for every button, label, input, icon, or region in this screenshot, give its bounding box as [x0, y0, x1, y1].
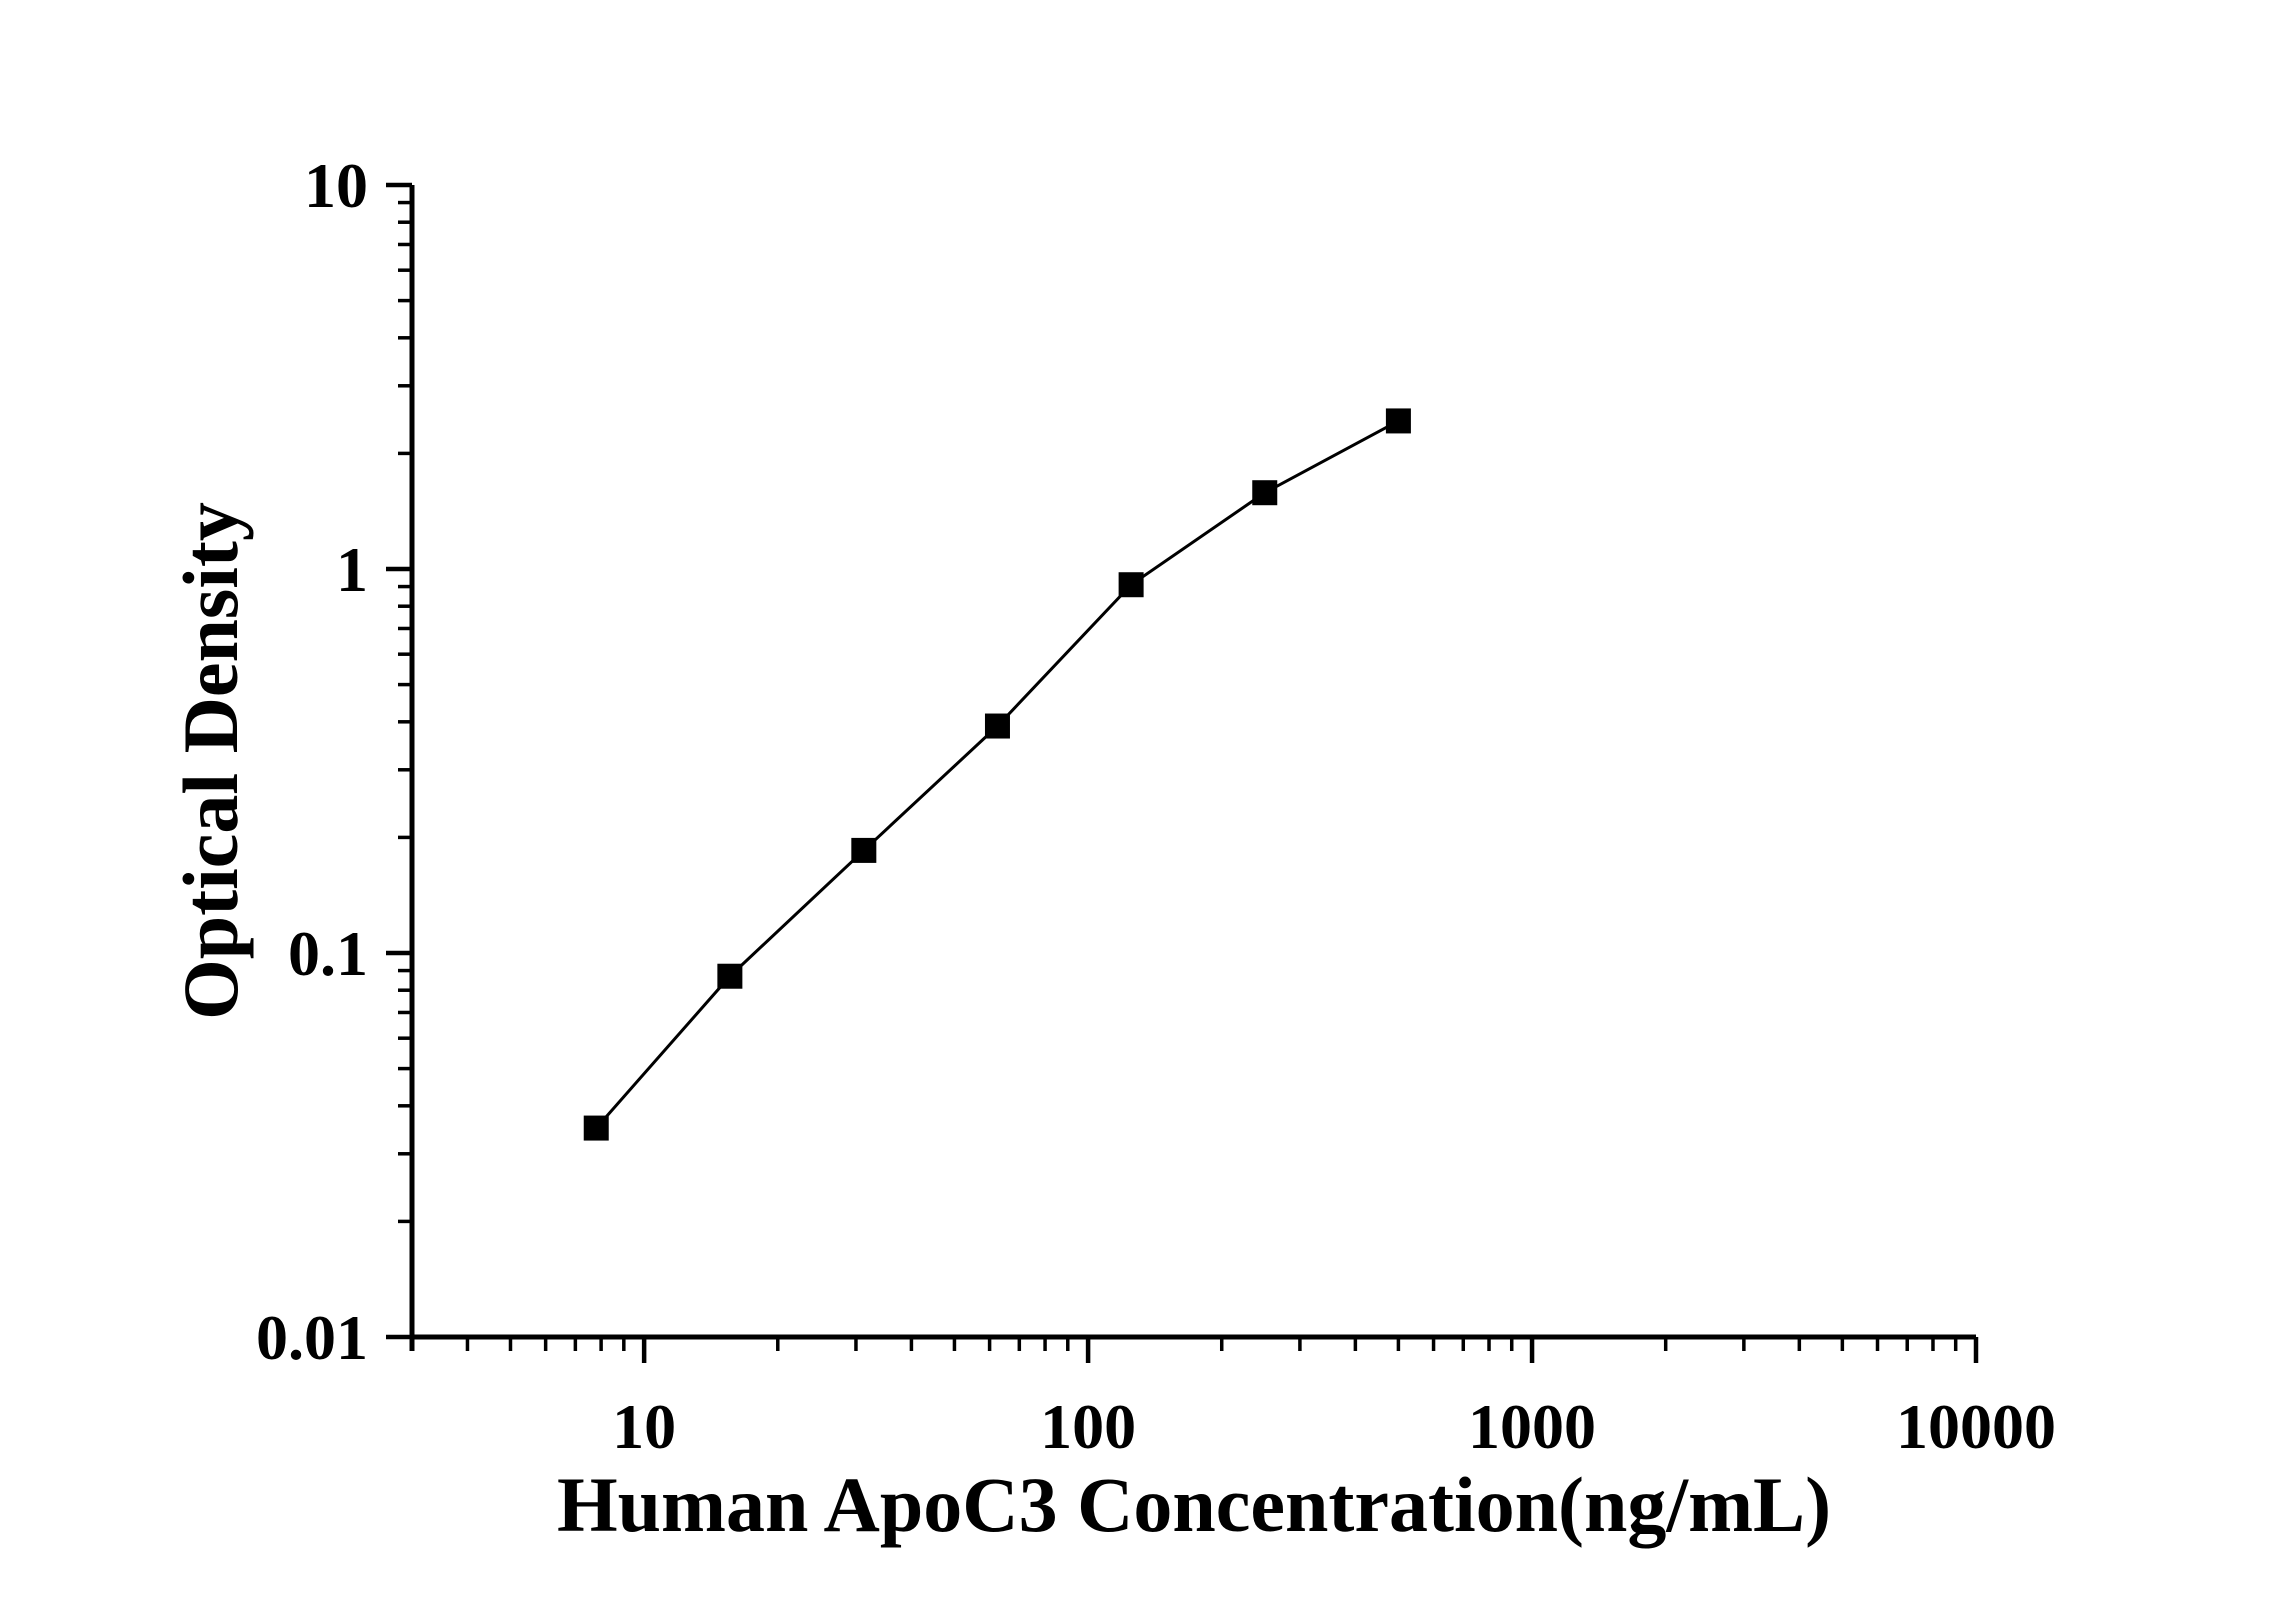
data-point-marker [717, 963, 743, 989]
y-tick-label: 0.01 [256, 1302, 368, 1373]
x-tick-label: 100 [1040, 1391, 1136, 1462]
data-point-marker [984, 713, 1010, 739]
x-tick-label: 10 [612, 1391, 676, 1462]
data-point-marker [851, 837, 877, 863]
x-axis-title: Human ApoC3 Concentration(ng/mL) [556, 1461, 1832, 1548]
y-tick-label: 0.1 [288, 918, 368, 989]
y-axis-title: Optical Density [167, 502, 255, 1020]
y-tick-label: 10 [304, 150, 368, 221]
data-point-marker [1385, 408, 1411, 434]
data-point-marker [1118, 572, 1144, 598]
series-line [595, 419, 1400, 1130]
x-tick-label: 1000 [1468, 1391, 1596, 1462]
data-point-marker [583, 1115, 609, 1141]
data-point-marker [1252, 480, 1278, 506]
x-tick-label: 10000 [1896, 1391, 2056, 1462]
y-tick-label: 1 [336, 534, 368, 605]
